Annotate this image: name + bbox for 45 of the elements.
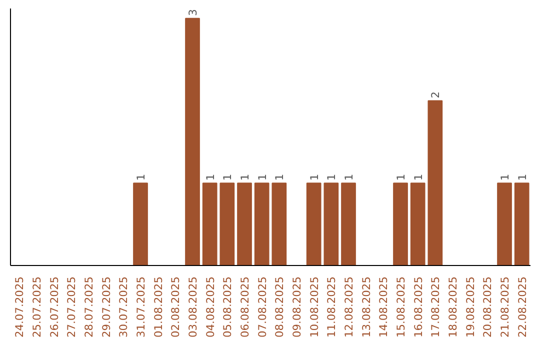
x-tick-label: 14.08.2025 bbox=[377, 276, 390, 338]
x-tick-label: 28.07.2025 bbox=[82, 276, 96, 338]
x-tick-label: 05.08.2025 bbox=[221, 276, 234, 338]
x-tick-label: 15.08.2025 bbox=[394, 276, 408, 338]
data-label: 1 bbox=[325, 174, 338, 181]
x-tick-label: 01.08.2025 bbox=[152, 276, 165, 338]
data-label: 1 bbox=[221, 174, 234, 181]
x-tick-label: 17.08.2025 bbox=[429, 276, 442, 338]
x-tick-label: 08.08.2025 bbox=[273, 276, 286, 338]
x-tick-label: 10.08.2025 bbox=[308, 276, 321, 338]
data-label: 3 bbox=[186, 9, 200, 16]
data-label: 1 bbox=[204, 174, 217, 181]
data-label: 1 bbox=[342, 174, 356, 181]
x-tick-label: 12.08.2025 bbox=[342, 276, 356, 338]
x-tick-label: 24.07.2025 bbox=[13, 276, 26, 338]
x-tick-label: 19.08.2025 bbox=[464, 276, 477, 338]
x-tick-label: 22.08.2025 bbox=[516, 276, 529, 338]
data-label: 1 bbox=[394, 174, 408, 181]
data-label: 1 bbox=[273, 174, 286, 181]
x-tick-label: 29.07.2025 bbox=[100, 276, 113, 338]
x-tick-label: 21.08.2025 bbox=[498, 276, 512, 338]
x-tick-label: 26.07.2025 bbox=[48, 276, 61, 338]
x-tick-label: 13.08.2025 bbox=[360, 276, 373, 338]
x-tick-label: 27.07.2025 bbox=[65, 276, 78, 338]
x-tick-label: 16.08.2025 bbox=[412, 276, 425, 338]
x-tick-label: 07.08.2025 bbox=[256, 276, 269, 338]
x-tick-label: 30.07.2025 bbox=[117, 276, 130, 338]
data-label: 1 bbox=[134, 174, 148, 181]
x-tick-label: 03.08.2025 bbox=[186, 276, 200, 338]
x-tick-label: 11.08.2025 bbox=[325, 276, 338, 338]
x-tick-label: 09.08.2025 bbox=[290, 276, 304, 338]
data-label: 1 bbox=[498, 174, 512, 181]
x-tick-label: 31.07.2025 bbox=[134, 276, 148, 338]
x-tick-label: 20.08.2025 bbox=[481, 276, 494, 338]
data-label: 1 bbox=[308, 174, 321, 181]
data-label: 1 bbox=[516, 174, 529, 181]
x-tick-label: 06.08.2025 bbox=[238, 276, 252, 338]
data-label: 1 bbox=[256, 174, 269, 181]
x-tick-label: 25.07.2025 bbox=[30, 276, 44, 338]
data-label: 1 bbox=[412, 174, 425, 181]
data-label: 2 bbox=[429, 92, 442, 98]
x-tick-label: 18.08.2025 bbox=[446, 276, 460, 338]
x-tick-label: 04.08.2025 bbox=[204, 276, 217, 338]
data-label: 1 bbox=[238, 174, 252, 181]
x-tick-label: 02.08.2025 bbox=[169, 276, 182, 338]
